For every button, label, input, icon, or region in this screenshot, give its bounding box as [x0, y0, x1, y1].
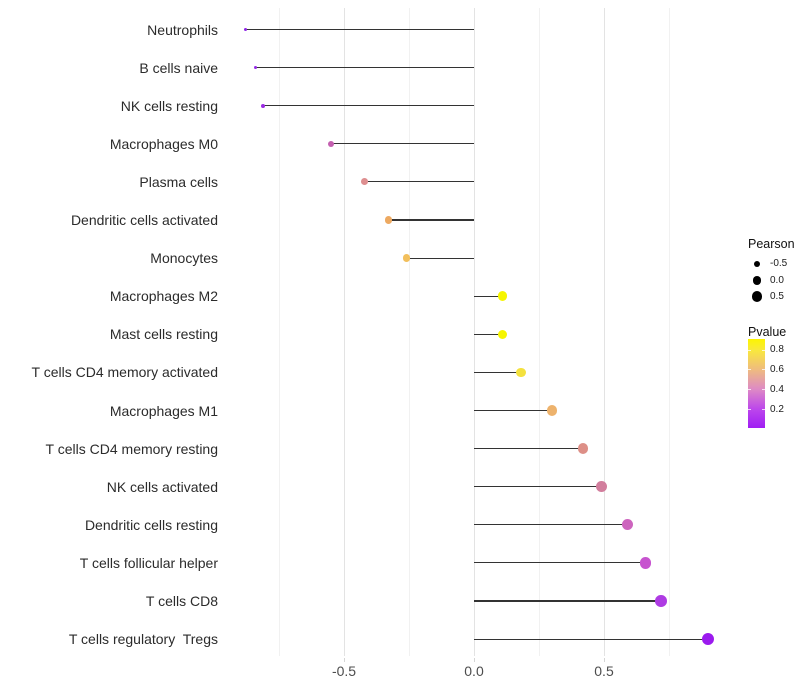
lollipop-dot: [515, 367, 526, 378]
x-axis-tick: [343, 658, 345, 662]
category-label: NK cells resting: [120, 97, 218, 114]
category-label: Dendritic cells resting: [84, 516, 218, 533]
lollipop-stem: [406, 257, 474, 259]
lollipop-stem: [474, 524, 628, 526]
minor-gridline: [668, 8, 670, 656]
lollipop-dot: [655, 595, 668, 607]
lollipop-dot: [384, 216, 392, 224]
category-label: T cells CD4 memory resting: [45, 440, 218, 457]
colorbar-tick: [762, 409, 765, 411]
lollipop-dot: [639, 557, 652, 569]
major-gridline: [343, 8, 345, 656]
lollipop-stem: [245, 28, 474, 31]
category-label: T cells CD4 memory activated: [31, 364, 218, 381]
category-label: Mast cells resting: [109, 326, 218, 343]
lollipop-stem: [474, 638, 708, 640]
colorbar-tick: [748, 389, 751, 391]
lollipop-stem: [474, 409, 552, 412]
lollipop-dot: [701, 632, 715, 646]
lollipop-dot: [261, 103, 266, 108]
category-label: Macrophages M2: [109, 288, 218, 305]
x-axis-tick: [473, 658, 475, 662]
category-label: Plasma cells: [139, 173, 218, 190]
colorbar-tick: [748, 369, 751, 371]
category-label: Macrophages M1: [109, 402, 218, 419]
colorbar-tick: [762, 389, 765, 391]
category-label: T cells follicular helper: [79, 554, 218, 571]
lollipop-dot: [577, 443, 589, 454]
lollipop-dot: [327, 140, 335, 147]
lollipop-dot: [497, 291, 508, 301]
minor-gridline: [408, 8, 410, 656]
x-axis-tick-label: 0.5: [594, 663, 614, 679]
category-label: Macrophages M0: [109, 135, 218, 152]
lollipop-dot: [243, 27, 247, 32]
colorbar-tick-label: 0.4: [770, 383, 784, 395]
size-legend-label: 0.0: [770, 274, 784, 286]
size-legend-dot: [751, 291, 763, 302]
colorbar-tick-label: 0.6: [770, 363, 784, 375]
category-label: B cells naive: [139, 59, 218, 76]
lollipop-stem: [474, 371, 521, 373]
lollipop-stem: [474, 486, 602, 488]
major-gridline: [473, 8, 475, 656]
x-axis-tick-label: -0.5: [331, 663, 357, 679]
lollipop-stem: [474, 448, 584, 450]
lollipop-dot: [595, 481, 607, 493]
lollipop-stem: [263, 105, 474, 107]
lollipop-stem: [388, 219, 474, 221]
minor-gridline: [278, 8, 280, 656]
lollipop-stem: [255, 67, 474, 69]
pvalue-colorbar: [748, 339, 765, 428]
size-legend-label: -0.5: [770, 258, 788, 269]
minor-gridline: [538, 8, 540, 656]
category-label: T cells regulatory Tregs: [68, 631, 218, 648]
size-legend-dot: [753, 260, 761, 268]
lollipop-dot: [621, 519, 633, 531]
lollipop-dot: [361, 178, 369, 186]
lollipop-stem: [474, 333, 503, 335]
x-axis-tick: [603, 658, 605, 662]
lollipop-stem: [331, 143, 474, 145]
lollipop-stem: [474, 562, 646, 564]
colorbar-tick: [762, 349, 765, 351]
size-legend-label: 0.5: [770, 290, 784, 302]
colorbar-tick-label: 0.2: [770, 403, 784, 415]
size-legend-dot: [752, 276, 762, 285]
colorbar-tick-label: 0.8: [770, 344, 784, 355]
category-label: Monocytes: [150, 250, 218, 267]
category-label: NK cells activated: [106, 478, 218, 495]
category-label: T cells CD8: [145, 593, 218, 609]
colorbar-tick: [748, 409, 751, 411]
lollipop-dot: [402, 254, 411, 262]
category-label: Dendritic cells activated: [70, 212, 218, 228]
lollipop-dot: [253, 65, 258, 70]
lollipop-stem: [474, 295, 503, 297]
category-label: Neutrophils: [147, 21, 218, 38]
colorbar-tick: [762, 369, 765, 371]
size-legend-title: Pearson: [748, 237, 795, 251]
lollipop-stem: [474, 600, 662, 602]
lollipop-dot: [497, 329, 508, 339]
color-legend-title: Pvalue: [748, 325, 787, 339]
lollipop-stem: [364, 181, 474, 183]
major-gridline: [603, 8, 605, 656]
x-axis-tick-label: 0.0: [464, 663, 484, 679]
lollipop-dot: [546, 405, 558, 416]
colorbar-tick: [748, 349, 751, 351]
